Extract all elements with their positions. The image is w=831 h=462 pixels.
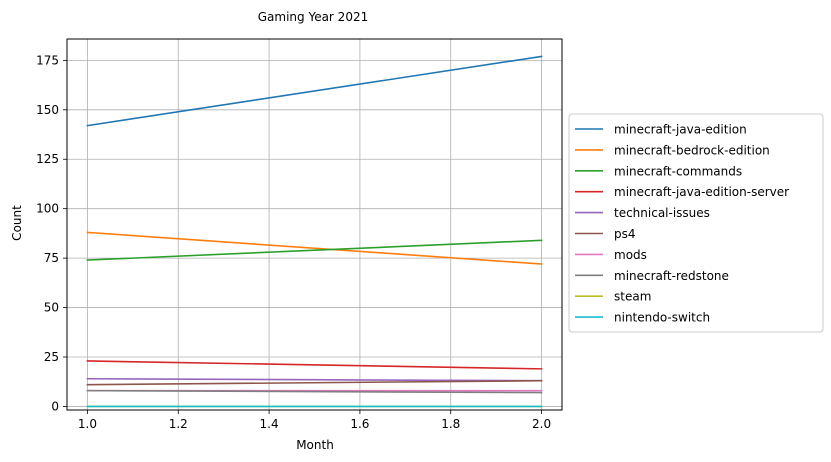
grid [67,39,562,410]
series-line-minecraft-java-edition [86,55,543,127]
plot-frame [66,38,563,411]
legend-label: minecraft-java-edition-server [614,185,789,199]
legend: minecraft-java-edition minecraft-bedrock-… [568,113,824,333]
y-tick-label: 0 [51,399,59,413]
legend-label: minecraft-redstone [614,269,729,283]
legend-label: mods [614,248,647,262]
x-tick-label: 1.6 [350,417,369,431]
x-tick-label: 1.8 [441,417,460,431]
x-tick-label: 2.0 [532,417,551,431]
series-line-minecraft-redstone [86,389,543,394]
legend-label: minecraft-commands [614,164,742,178]
legend-label: minecraft-java-edition [614,123,747,137]
y-axis-ticks: 0 25 50 75 100 125 150 175 [36,53,67,413]
legend-box [568,113,824,333]
x-axis-ticks: 1.0 1.2 1.4 1.6 1.8 2.0 [78,410,551,431]
x-tick-label: 1.0 [78,417,97,431]
y-tick-label: 25 [44,350,59,364]
series-line-minecraft-bedrock-edition [86,231,543,265]
series-lines [86,55,543,408]
legend-label: minecraft-bedrock-edition [614,143,770,157]
y-tick-label: 100 [36,202,59,216]
x-axis-label: Month [296,438,334,452]
legend-label: nintendo-switch [614,311,710,325]
series-line-ps4 [86,379,543,386]
series-line-minecraft-commands [86,239,543,261]
legend-label: technical-issues [614,206,710,220]
chart-title: Gaming Year 2021 [258,10,368,24]
y-tick-label: 150 [36,103,59,117]
y-tick-label: 175 [36,53,59,67]
legend-label: ps4 [614,227,636,241]
legend-label: steam [614,290,651,304]
y-tick-label: 125 [36,152,59,166]
y-axis-label: Count [10,205,24,241]
y-tick-label: 75 [44,251,59,265]
series-line-minecraft-java-edition-server [86,360,543,370]
x-tick-label: 1.2 [169,417,188,431]
y-tick-label: 50 [44,301,59,315]
series-line-technical-issues [86,377,543,382]
x-tick-label: 1.4 [260,417,279,431]
